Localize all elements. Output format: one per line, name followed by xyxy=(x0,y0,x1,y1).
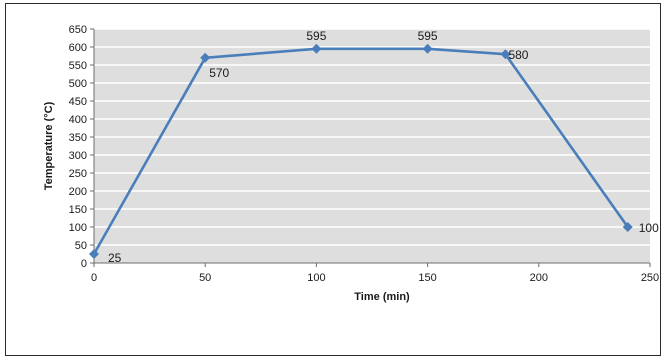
data-point-100 xyxy=(311,43,322,54)
y-tick-labels: 0 50 100 150 200 250 300 350 400 450 500 550 600 650 xyxy=(69,24,87,270)
y-tick-label-200: 200 xyxy=(69,186,87,198)
y-tick-label-350: 350 xyxy=(69,132,87,144)
plot-area xyxy=(94,29,650,263)
series-temperature xyxy=(89,43,633,259)
y-tick-label-250: 250 xyxy=(69,168,87,180)
x-tick-label-200: 200 xyxy=(530,272,548,284)
data-label-150: 595 xyxy=(418,29,438,43)
y-tick-label-0: 0 xyxy=(81,258,87,270)
x-tick-label-50: 50 xyxy=(199,272,211,284)
y-tick-label-500: 500 xyxy=(69,78,87,90)
y-tick-label-400: 400 xyxy=(69,114,87,126)
data-label-185: 580 xyxy=(508,48,528,62)
x-tick-label-150: 150 xyxy=(418,272,436,284)
y-tick-label-650: 650 xyxy=(69,24,87,36)
x-axis-title: Time (min) xyxy=(354,291,410,303)
y-tick-label-600: 600 xyxy=(69,42,87,54)
data-label-50: 570 xyxy=(209,66,229,80)
x-tick-label-0: 0 xyxy=(91,272,97,284)
y-tick-label-100: 100 xyxy=(69,222,87,234)
x-tick-label-250: 250 xyxy=(641,272,659,284)
x-tick-labels: 0 50 100 150 200 250 xyxy=(91,272,659,284)
y-tick-label-550: 550 xyxy=(69,60,87,72)
data-label-100: 595 xyxy=(306,29,326,43)
data-labels: 25 570 595 595 580 100 xyxy=(108,29,659,265)
data-point-50 xyxy=(200,52,211,63)
y-axis-title: Temperature (°C) xyxy=(43,101,55,190)
y-tick-label-50: 50 xyxy=(75,240,87,252)
x-tick-label-100: 100 xyxy=(307,272,325,284)
gridlines xyxy=(94,28,650,246)
data-point-150 xyxy=(422,43,433,54)
axes xyxy=(90,28,651,267)
data-point-185 xyxy=(500,49,511,60)
y-tick-label-150: 150 xyxy=(69,204,87,216)
data-point-240 xyxy=(622,222,633,232)
data-label-0: 25 xyxy=(108,251,122,265)
data-point-0 xyxy=(89,249,99,259)
series-line xyxy=(92,47,629,255)
y-tick-label-300: 300 xyxy=(69,150,87,162)
data-label-240: 100 xyxy=(639,221,659,235)
y-tick-label-450: 450 xyxy=(69,96,87,108)
